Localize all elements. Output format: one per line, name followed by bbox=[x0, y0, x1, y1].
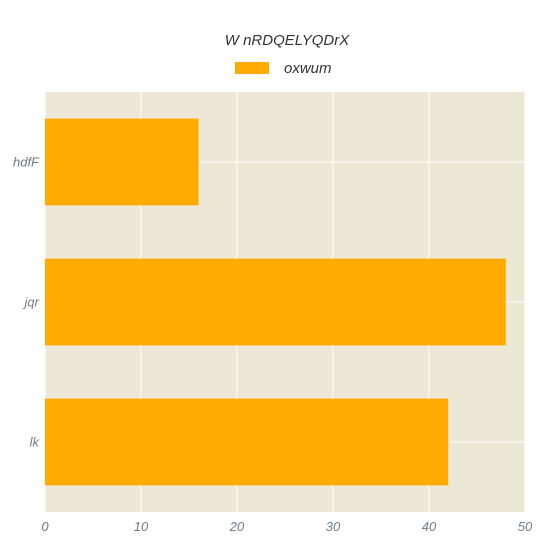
chart-title: W nRDQELYQDrX bbox=[225, 32, 350, 49]
bar-jqr bbox=[45, 258, 506, 346]
legend: oxwum bbox=[235, 60, 332, 77]
x-tick-label: 20 bbox=[229, 519, 245, 534]
bar-lk bbox=[45, 398, 449, 486]
x-axis-ticks: 0 10 20 30 40 50 bbox=[41, 519, 533, 534]
y-tick-label: hdfF bbox=[13, 155, 40, 170]
y-axis-ticks: hdfF jqr lk bbox=[13, 155, 41, 450]
x-tick-label: 0 bbox=[41, 519, 49, 534]
bar-hdfF bbox=[45, 118, 199, 206]
bars bbox=[45, 118, 506, 486]
legend-swatch bbox=[235, 62, 269, 74]
x-tick-label: 50 bbox=[518, 519, 533, 534]
y-tick-label: lk bbox=[30, 435, 41, 450]
x-tick-label: 30 bbox=[326, 519, 341, 534]
x-tick-label: 40 bbox=[422, 519, 437, 534]
x-tick-label: 10 bbox=[134, 519, 149, 534]
y-tick-label: jqr bbox=[23, 295, 40, 310]
legend-label: oxwum bbox=[284, 60, 332, 77]
